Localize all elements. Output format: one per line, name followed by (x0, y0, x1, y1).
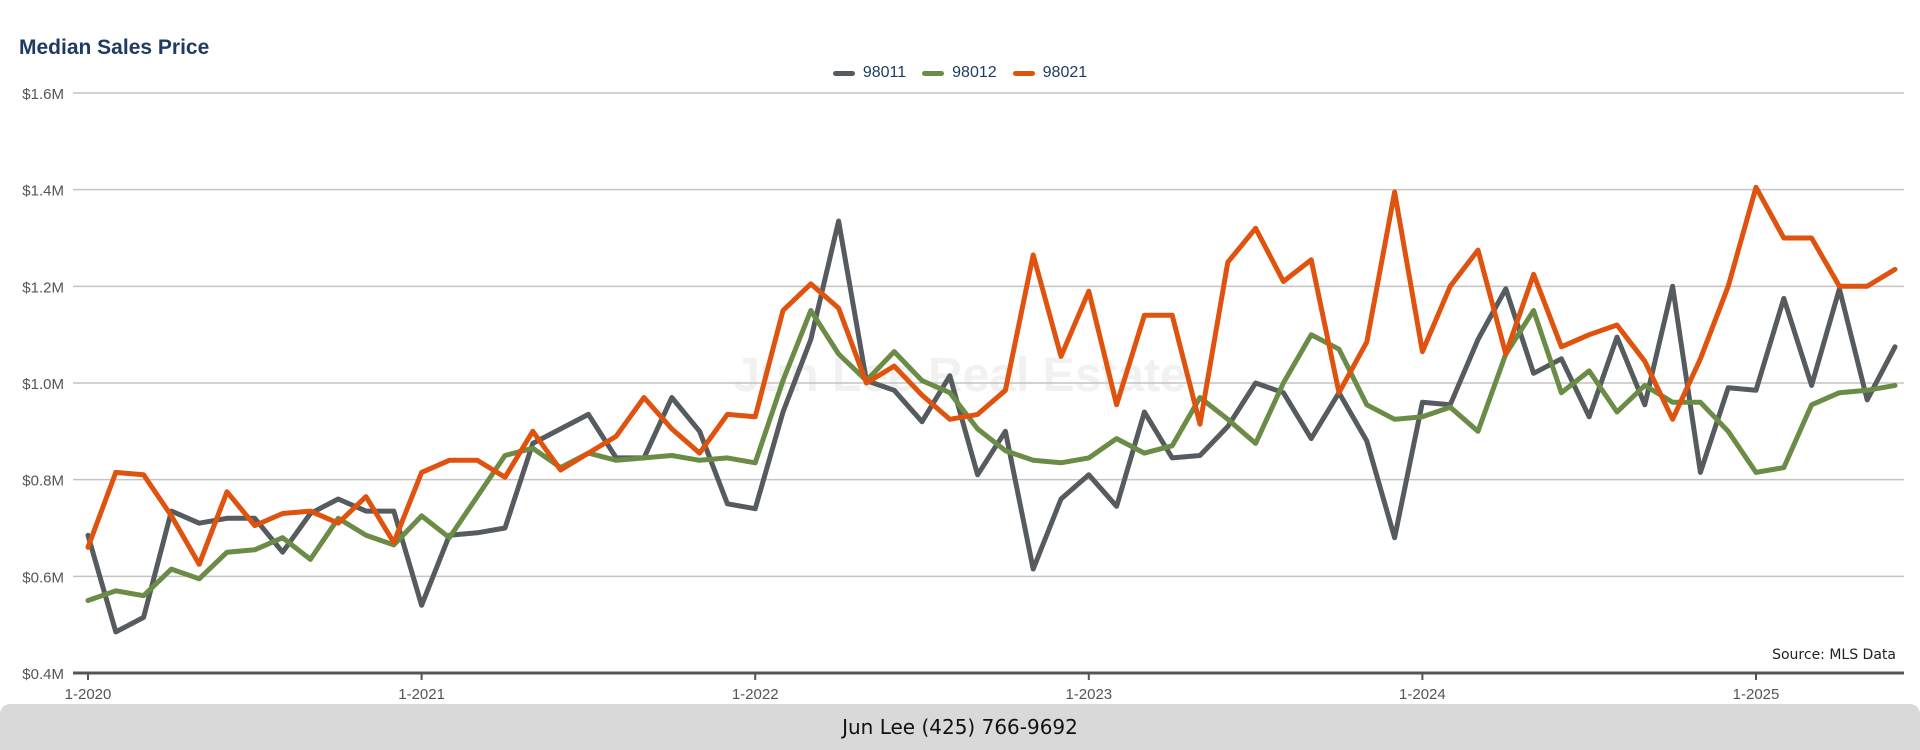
legend-item-98011[interactable]: 98011 (832, 64, 907, 82)
legend-label-98011: 98011 (862, 64, 907, 81)
y-tick-label: $0.4M (22, 666, 64, 683)
source-note: Source: MLS Data (1772, 647, 1896, 663)
y-tick-label: $1.0M (22, 376, 64, 393)
chart-legend: 98011 98012 98021 (0, 64, 1920, 82)
footer-bar: Jun Lee (425) 766-9692 (0, 704, 1920, 750)
series-line-98021 (85, 184, 1898, 567)
y-tick-label: $0.8M (22, 473, 64, 490)
legend-item-98021[interactable]: 98021 (1012, 64, 1088, 82)
x-tick-label: 1-2020 (65, 686, 112, 703)
x-tick-label: 1-2023 (1065, 686, 1112, 703)
y-tick-label: $1.4M (22, 183, 64, 200)
y-tick-label: $1.6M (22, 86, 64, 103)
footer-contact: Jun Lee (425) 766-9692 (842, 715, 1078, 739)
x-tick-label: 1-2024 (1399, 686, 1446, 703)
y-tick-label: $1.2M (22, 279, 64, 296)
legend-item-98012[interactable]: 98012 (922, 64, 997, 82)
chart-title: Median Sales Price (19, 36, 210, 59)
x-tick-label: 1-2025 (1733, 686, 1780, 703)
legend-label-98021: 98021 (1042, 64, 1088, 81)
x-tick-label: 1-2021 (398, 686, 445, 703)
series-line-98012 (85, 308, 1898, 603)
series-line-98011 (85, 218, 1898, 635)
x-tick-label: 1-2022 (732, 686, 779, 703)
legend-swatch-98012 (922, 70, 945, 76)
line-chart: $0.4M $0.6M $0.8M $1.0M $1.2M $1.4M $1.6M 1-202… (22, 86, 1904, 703)
legend-label-98012: 98012 (952, 64, 997, 81)
legend-swatch-98011 (832, 70, 855, 76)
legend-swatch-98021 (1012, 70, 1035, 76)
y-tick-label: $0.6M (22, 569, 64, 586)
